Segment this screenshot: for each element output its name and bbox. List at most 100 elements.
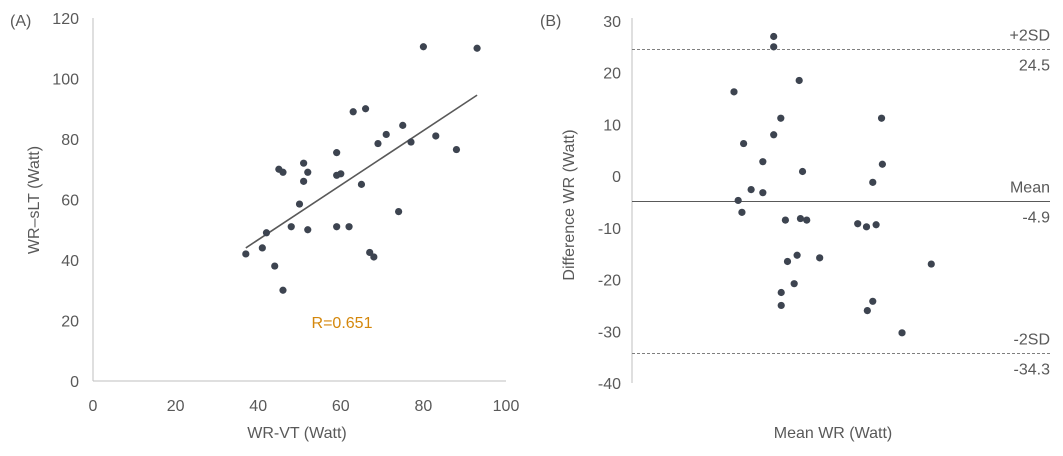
panel-a-y-tick-label: 120 <box>52 11 79 28</box>
panel-a-point <box>361 105 370 113</box>
panel-b-point <box>783 257 792 266</box>
panel-a-point <box>300 177 308 185</box>
panel-a-point <box>271 262 279 270</box>
panel-b-point <box>854 220 862 228</box>
panel-b-point <box>759 158 767 166</box>
panel-b-reference-label: -2SD <box>1014 332 1050 349</box>
panel-a-point <box>300 159 308 167</box>
panel-a-point <box>333 223 341 231</box>
panel-b-reference-label: Mean <box>1010 179 1050 196</box>
panel-a-point <box>295 200 304 208</box>
panel-a-y-tick-label: 40 <box>61 253 79 270</box>
panel-a-point <box>333 149 341 157</box>
panel-a-point <box>242 250 250 258</box>
panel-b-point <box>759 189 767 197</box>
panel-b-point <box>796 214 805 223</box>
panel-b-point <box>730 88 738 96</box>
panel-a-point <box>432 132 440 140</box>
panel-a-point <box>349 108 357 116</box>
panel-b-point <box>869 178 877 186</box>
panel-b-points <box>730 32 935 337</box>
panel-b-point <box>872 221 880 229</box>
panel-b-y-tick-label: 10 <box>603 117 621 134</box>
panel-a-x-tick-label: 60 <box>332 398 350 415</box>
panel-b-y-tick-label: -20 <box>598 273 621 290</box>
panel-b-y-tick-label: 20 <box>603 66 621 83</box>
panel-a-point <box>279 286 287 294</box>
panel-b-point <box>747 185 755 194</box>
panel-b-point <box>740 139 748 148</box>
panel-b-point <box>777 301 785 310</box>
panel-b-point <box>927 260 935 268</box>
panel-a-y-axis-title: WR–sLT (Watt) <box>26 146 43 254</box>
panel-b-point <box>862 223 871 231</box>
panel-b-point <box>869 297 877 305</box>
panel-a-point <box>370 253 378 261</box>
panel-a-point <box>374 139 382 148</box>
panel-a-y-tick-label: 100 <box>52 72 79 89</box>
panel-b-point <box>770 131 778 139</box>
panel-b-y-tick-labels: 30 20 10 0 -10 -20 -30 -40 <box>598 14 621 393</box>
panel-a-x-tick-label: 80 <box>415 398 433 415</box>
panel-b-point <box>877 114 886 122</box>
panel-b-reference-value: -4.9 <box>1022 209 1050 226</box>
panel-b-point <box>798 167 807 176</box>
panel-a-x-tick-labels: 0 20 40 60 80 100 <box>89 398 520 415</box>
panel-b-point <box>878 160 886 168</box>
panel-a-point <box>258 244 266 252</box>
panel-a-point <box>399 121 407 129</box>
panel-b-y-tick-label: 30 <box>603 14 621 31</box>
panel-b-y-tick-label: -30 <box>598 324 621 341</box>
panel-b-reference-value: -34.3 <box>1014 362 1051 379</box>
panel-b-point <box>770 32 778 41</box>
panel-a-point <box>304 168 312 176</box>
panel-a-x-tick-label: 0 <box>89 398 98 415</box>
panel-b-point <box>734 196 742 205</box>
panel-b-reference-label: +2SD <box>1010 27 1050 44</box>
panel-b-point <box>777 114 785 122</box>
panel-b-bland-altman-chart: (B) 30 20 10 0 -10 -20 -30 -40 +2SD 24.5 Mean -4.9… <box>540 13 1050 442</box>
panel-a-x-axis-title: WR-VT (Watt) <box>247 425 347 442</box>
panel-a-point <box>395 208 403 216</box>
panel-a-x-tick-label: 100 <box>493 398 520 415</box>
panel-b-point <box>803 216 811 224</box>
panel-a-x-tick-label: 40 <box>249 398 267 415</box>
panel-a-y-tick-label: 0 <box>70 374 79 391</box>
panel-b-point <box>898 329 906 337</box>
panel-b-x-axis-title: Mean WR (Watt) <box>774 425 893 442</box>
panel-a-point <box>304 226 312 234</box>
panel-a-point <box>345 223 353 231</box>
panel-b-point <box>781 216 790 224</box>
panel-b-label: (B) <box>540 13 561 30</box>
panel-a-points <box>242 43 481 294</box>
panel-a-trendline <box>245 94 478 249</box>
panel-a-point <box>473 44 481 52</box>
panel-a-y-tick-labels: 0 20 40 60 80 100 120 <box>52 11 79 391</box>
panel-b-y-tick-label: -10 <box>598 221 621 238</box>
panel-a-r-annotation: R=0.651 <box>312 315 373 332</box>
panel-b-y-axis-title: Difference WR (Watt) <box>561 129 578 280</box>
panel-a-label: (A) <box>10 13 31 30</box>
panel-b-y-tick-label: -40 <box>598 376 621 393</box>
panel-a-y-tick-label: 80 <box>61 132 79 149</box>
panel-a-point <box>262 229 271 237</box>
panel-a-point <box>382 130 390 139</box>
panel-b-point <box>738 208 746 216</box>
panel-b-point <box>777 288 785 297</box>
panel-a-scatter-chart: (A) 0 20 40 60 80 100 120 0 20 40 60 80 100 R=0.651… <box>10 11 519 442</box>
panel-b-point <box>790 280 798 288</box>
panel-a-x-tick-label: 20 <box>167 398 185 415</box>
panel-b-y-tick-label: 0 <box>612 169 621 186</box>
panel-a-point <box>287 223 295 231</box>
panel-b-point <box>863 307 871 315</box>
panel-a-point <box>279 168 287 176</box>
panel-b-point <box>816 254 824 262</box>
panel-a-y-tick-label: 60 <box>61 193 79 210</box>
panel-b-reference-value: 24.5 <box>1019 57 1050 74</box>
panel-b-point <box>793 251 801 259</box>
panel-a-y-tick-label: 20 <box>61 314 79 331</box>
panel-a-point <box>419 43 427 51</box>
panel-a-point <box>452 145 461 154</box>
panel-b-point <box>795 76 803 85</box>
